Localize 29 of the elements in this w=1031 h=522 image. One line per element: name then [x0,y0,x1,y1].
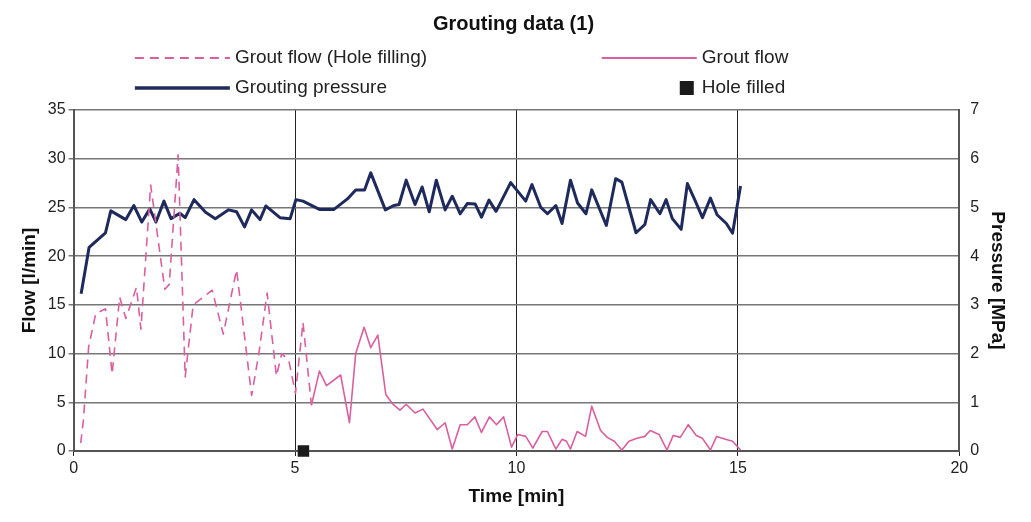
y2-tick-label: 4 [970,246,980,264]
legend-label: Hole filled [701,76,786,98]
y2-tick-label: 1 [970,392,980,410]
x-tick-label: 20 [950,459,969,477]
y2-tick-label: 0 [970,441,980,459]
y2-axis-title: Pressure [MPa] [988,211,1010,350]
x-tick-label: 15 [728,459,747,477]
y2-tick-label: 2 [970,343,980,361]
y-tick-label: 15 [47,295,66,313]
y-axis-title: Flow [l/min] [17,227,39,334]
y-tick-label: 20 [47,246,66,264]
legend-label: Grouting pressure [234,76,387,98]
y-tick-label: 0 [56,441,66,459]
x-tick-label: 5 [290,459,300,477]
x-axis-title: Time [min] [468,484,565,506]
y-tick-label: 5 [56,392,66,410]
y-tick-label: 30 [47,149,66,167]
x-tick-label: 10 [507,459,526,477]
y-tick-label: 25 [47,197,66,215]
chart-title: Grouting data (1) [432,11,595,34]
y2-tick-label: 6 [970,149,980,167]
x-tick-label: 0 [69,459,79,477]
y-tick-label: 10 [47,343,66,361]
y2-tick-label: 3 [970,295,980,313]
legend-label: Grout flow [701,46,789,68]
legend-label: Grout flow (Hole filling) [234,46,428,68]
y-tick-label: 35 [47,100,66,118]
y2-tick-label: 5 [970,197,980,215]
y2-tick-label: 7 [970,100,980,118]
